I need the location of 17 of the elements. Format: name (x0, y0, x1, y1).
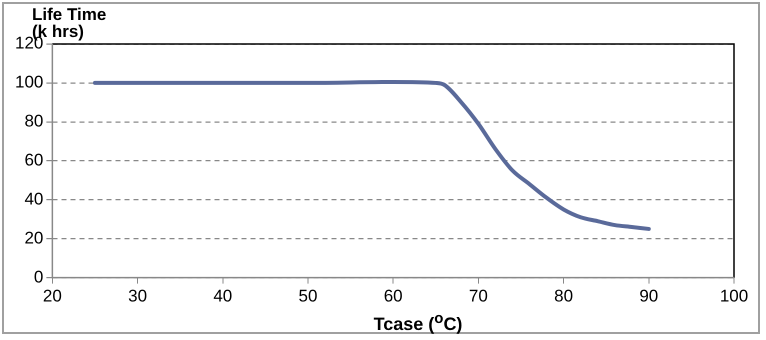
x-tick-label: 50 (298, 286, 318, 306)
x-tick-label: 20 (42, 286, 62, 306)
y-tick-label: 60 (24, 150, 44, 170)
y-tick-label: 100 (14, 72, 44, 92)
x-tick-label: 80 (554, 286, 574, 306)
line-series (92, 80, 651, 231)
y-tick-label: 20 (24, 228, 44, 248)
x-tick-label: 70 (468, 286, 488, 306)
x-tick-label: 40 (213, 286, 232, 306)
x-tick-label: 30 (128, 286, 148, 306)
x-tick-label: 60 (384, 286, 403, 306)
y-tick-label: 80 (24, 112, 44, 131)
x-tick-label: 90 (639, 286, 658, 306)
y-tick-label: 40 (24, 189, 44, 208)
x-tick-label: 100 (720, 286, 748, 306)
y-tick-label: 0 (34, 267, 44, 286)
x-axis-title: Tcase ($^{o}$C) (374, 310, 462, 335)
